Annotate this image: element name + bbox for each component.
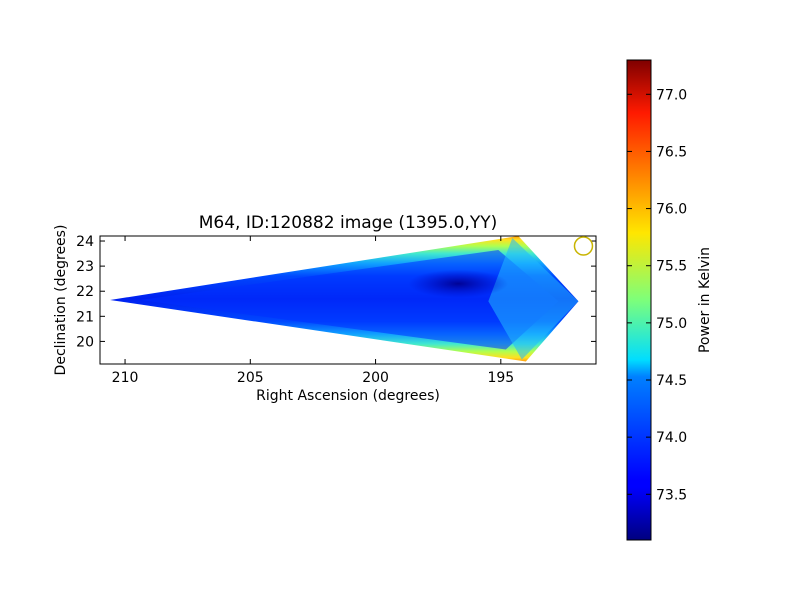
heatmap [110,236,579,362]
plot-frame [99,235,597,365]
colorbar-label: Power in Kelvin [697,247,713,353]
x-tick-label: 205 [237,370,264,386]
beam-marker [573,236,594,256]
map-right-lobe [488,238,579,360]
min-power-spot [408,269,509,298]
x-tick-label: 210 [112,370,139,386]
y-tick-label: 24 [76,234,94,250]
colorbar [626,59,652,541]
x-axis: 210 205 200 195 [112,236,514,386]
colorbar-tick-label: 74.0 [656,430,687,446]
colorbar-tick-label: 76.5 [656,144,687,160]
y-axis-label: Declination (degrees) [53,225,69,376]
x-tick-label: 200 [362,370,389,386]
colorbar-tick-label: 73.5 [656,487,687,503]
colorbar-tick-label: 74.5 [656,373,687,389]
x-axis-label: Right Ascension (degrees) [256,388,440,404]
y-tick-label: 21 [76,309,94,325]
colorbar-tick-label: 75.0 [656,316,687,332]
chart-title: M64, ID:120882 image (1395.0,YY) [199,213,498,233]
colorbar-axis: 73.5 74.0 74.5 75.0 75.5 76.0 76.5 77.0 [627,87,687,503]
y-tick-label: 22 [76,284,94,300]
colorbar-tick-label: 76.0 [656,202,687,218]
y-tick-label: 20 [76,334,94,350]
colorbar-tick-label: 75.5 [656,259,687,275]
y-axis: 20 21 22 23 24 [76,234,596,350]
x-tick-label: 195 [487,370,514,386]
colorbar-tick-label: 77.0 [656,87,687,103]
y-tick-label: 23 [76,259,94,275]
